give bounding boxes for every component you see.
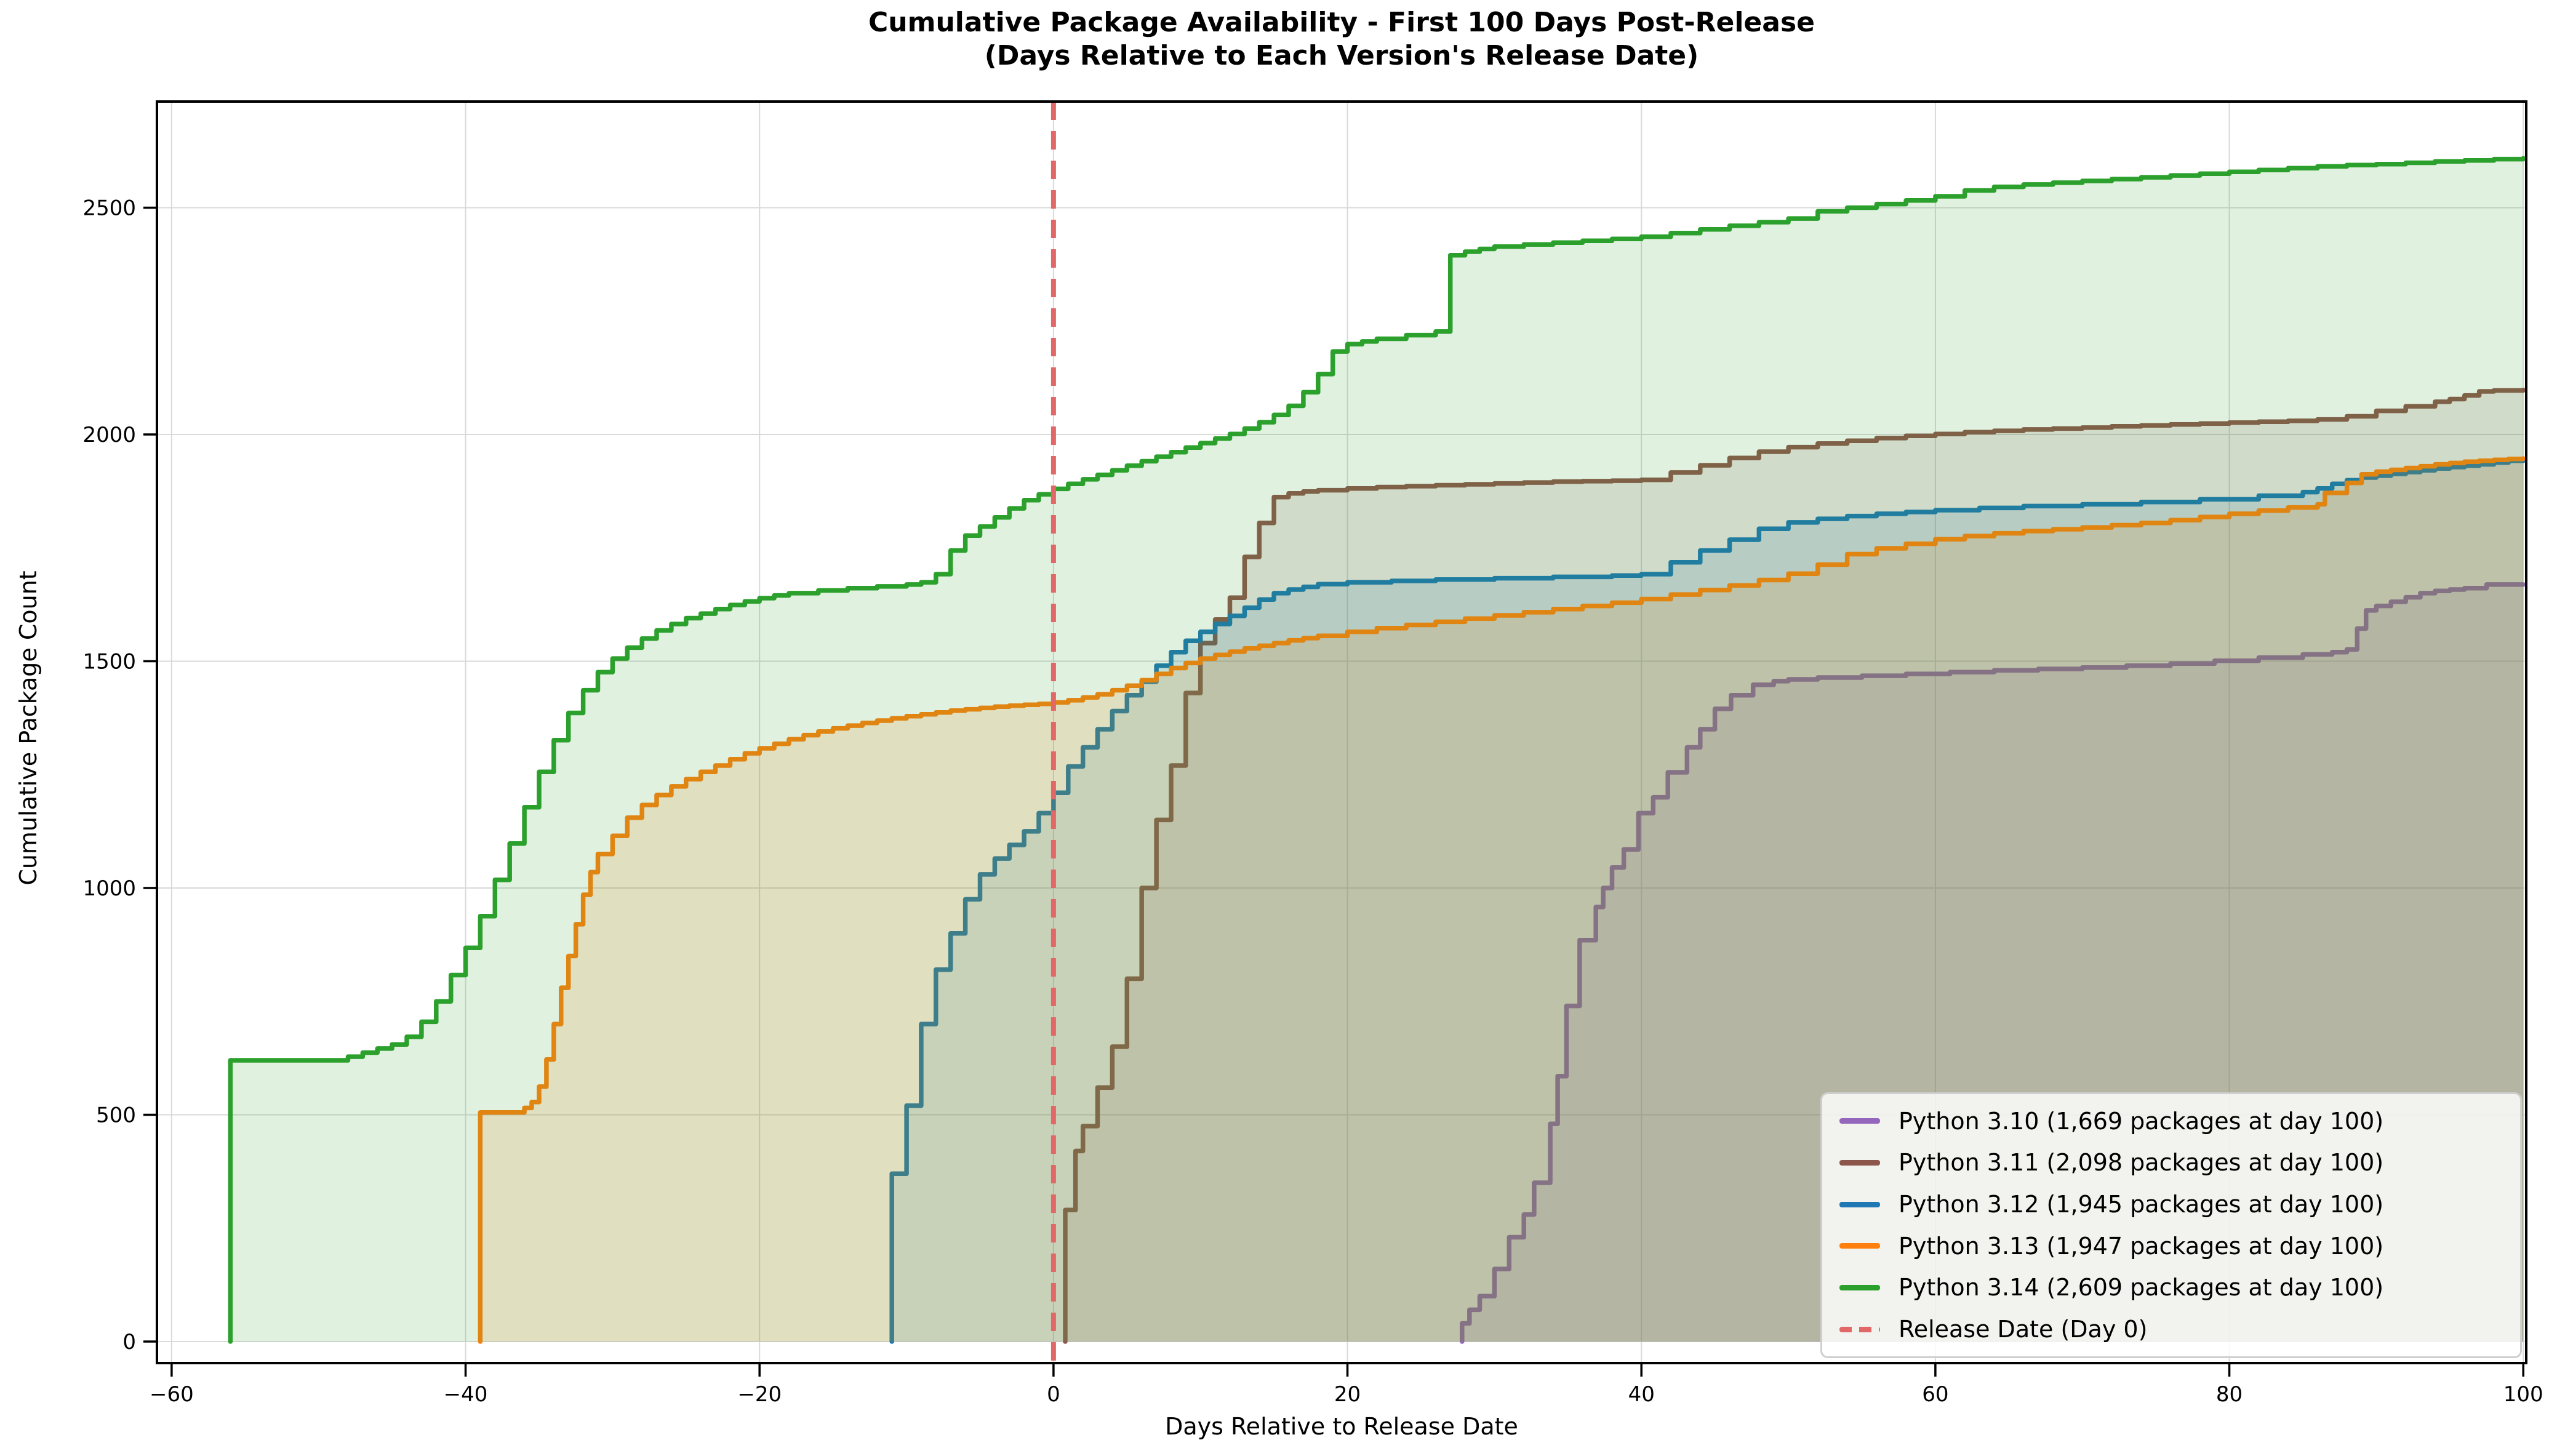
legend-item-label: Python 3.10 (1,669 packages at day 100) [1899,1107,2384,1135]
legend-item: Release Date (Day 0) [1839,1316,2514,1343]
chart-title-line1: Cumulative Package Availability - First … [868,7,1815,38]
x-tick-label: 60 [1922,1382,1948,1407]
x-tick-label: 100 [2503,1382,2543,1407]
x-axis-label: Days Relative to Release Date [1165,1413,1518,1440]
legend-item-label: Python 3.11 (2,098 packages at day 100) [1899,1149,2384,1177]
series-line-python-3-11 [1063,387,2526,1344]
y-tick-label: 1000 [82,876,136,901]
series-fill-python-3-14 [230,158,2524,1342]
legend-item-label: Python 3.12 (1,945 packages at day 100) [1899,1191,2384,1218]
x-tick-label: 0 [1047,1382,1060,1407]
legend-item: Python 3.14 (2,609 packages at day 100) [1839,1274,2514,1301]
legend-item: Python 3.12 (1,945 packages at day 100) [1839,1191,2514,1218]
x-tick-label: −40 [444,1382,488,1407]
axes-spines [156,100,2527,1364]
x-tick-label: −20 [737,1382,782,1407]
legend-line-icon [1839,1243,1880,1249]
chart-title-line2: (Days Relative to Each Version's Release… [984,40,1699,71]
legend-line-icon [1839,1201,1880,1207]
x-tick-label: 80 [2216,1382,2243,1407]
y-tick-label: 0 [122,1330,136,1354]
series-line-python-3-10 [1460,582,2526,1344]
series-line-python-3-13 [478,456,2526,1344]
y-tick-label: 2500 [82,196,136,220]
y-tick-label: 1500 [82,649,136,674]
x-tick-label: 40 [1628,1382,1655,1407]
legend-item: Python 3.10 (1,669 packages at day 100) [1839,1108,2514,1135]
x-tick-label: −60 [150,1382,194,1407]
legend-line-icon [1839,1118,1880,1124]
legend-item: Python 3.13 (1,947 packages at day 100) [1839,1233,2514,1260]
legend-line-icon [1839,1159,1880,1166]
chart-title: Cumulative Package Availability - First … [157,6,2526,73]
legend-line-icon [1839,1284,1880,1290]
legend: Python 3.10 (1,669 packages at day 100) P… [1820,1092,2522,1358]
y-tick-label: 500 [96,1103,136,1127]
legend-item-label: Python 3.13 (1,947 packages at day 100) [1899,1232,2384,1260]
legend-item-label: Release Date (Day 0) [1899,1316,2148,1343]
x-tick-label: 20 [1334,1382,1361,1407]
legend-dashed-line-icon [1839,1326,1880,1332]
series-line-python-3-14 [228,156,2526,1344]
legend-item: Python 3.11 (2,098 packages at day 100) [1839,1149,2514,1176]
legend-item-label: Python 3.14 (2,609 packages at day 100) [1899,1274,2384,1302]
y-axis-label: Cumulative Package Count [15,570,42,886]
y-tick-label: 2000 [82,423,136,447]
